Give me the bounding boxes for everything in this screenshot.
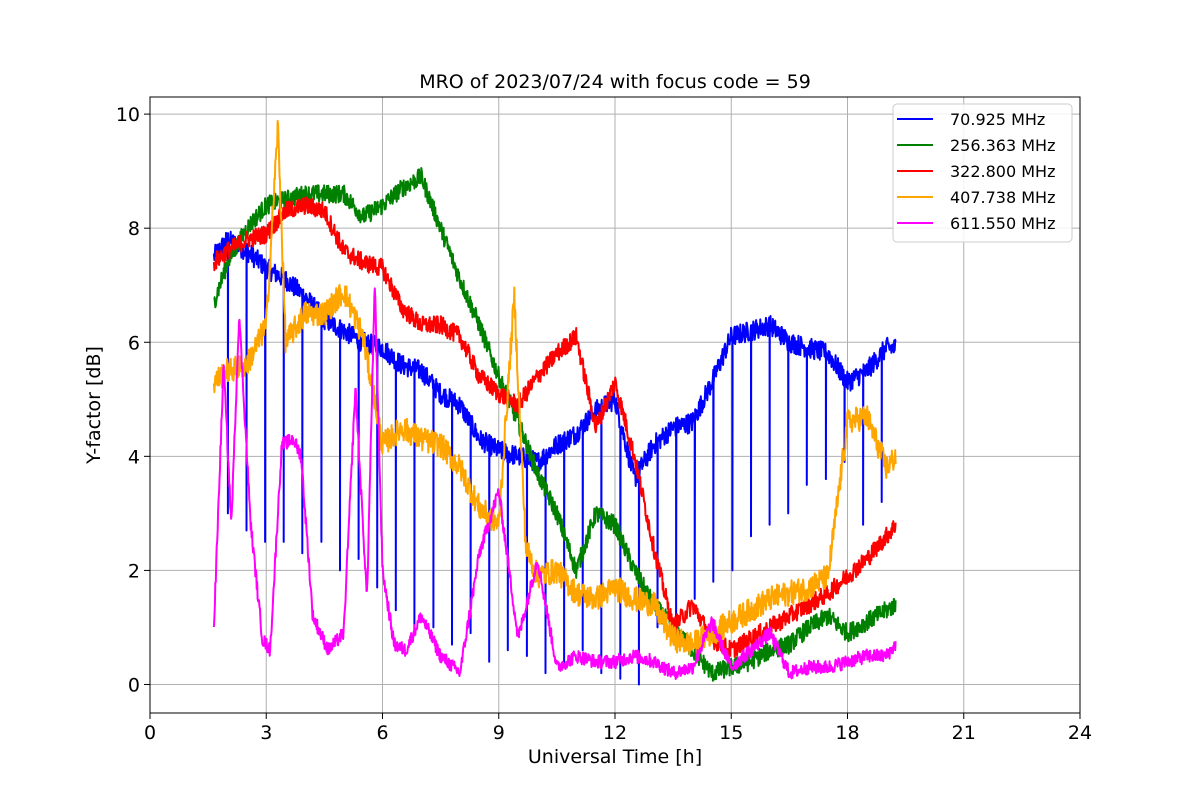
legend-entry-label: 70.925 MHz xyxy=(950,110,1045,129)
series-line-1 xyxy=(212,230,897,686)
x-tick-label: 3 xyxy=(260,722,272,744)
legend-entry-label: 407.738 MHz xyxy=(950,188,1055,207)
y-tick-label: 0 xyxy=(128,674,140,696)
x-tick-label: 18 xyxy=(835,722,859,744)
y-axis-label: Y-factor [dB] xyxy=(83,346,105,465)
legend-entry-label: 322.800 MHz xyxy=(950,162,1055,181)
chart-title: MRO of 2023/07/24 with focus code = 59 xyxy=(419,71,811,93)
y-tick-label: 6 xyxy=(128,332,140,354)
legend-entry-label: 256.363 MHz xyxy=(950,136,1055,155)
x-tick-label: 21 xyxy=(952,722,976,744)
y-tick-label: 10 xyxy=(116,104,140,126)
x-tick-label: 0 xyxy=(144,722,156,744)
y-tick-label: 8 xyxy=(128,218,140,240)
series-line-3 xyxy=(212,196,897,658)
plot-series xyxy=(212,119,897,686)
x-axis-label: Universal Time [h] xyxy=(528,746,702,768)
y-tick-label: 4 xyxy=(128,446,140,468)
y-tick-label: 2 xyxy=(128,560,140,582)
x-tick-label: 9 xyxy=(493,722,505,744)
x-tick-label: 12 xyxy=(603,722,627,744)
series-line-4 xyxy=(212,119,897,656)
x-tick-label: 15 xyxy=(719,722,743,744)
x-tick-label: 24 xyxy=(1068,722,1092,744)
series-line-2 xyxy=(213,167,897,682)
legend-entry-label: 611.550 MHz xyxy=(950,214,1055,233)
series-line-5 xyxy=(212,287,897,680)
legend-box xyxy=(892,103,1073,243)
legend: 70.925 MHz 256.363 MHz 322.800 MHz 407.738 … xyxy=(892,103,1073,243)
x-tick-label: 6 xyxy=(376,722,388,744)
